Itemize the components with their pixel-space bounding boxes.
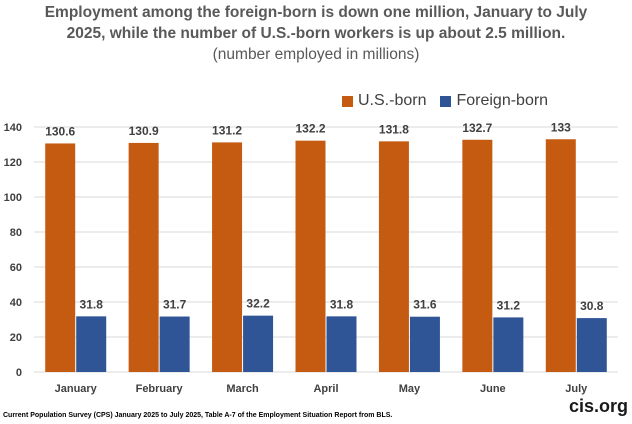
y-tick-label: 60 — [10, 262, 22, 274]
data-label: 30.8 — [580, 299, 604, 313]
bar-us-born — [545, 139, 576, 372]
y-tick-label: 40 — [10, 297, 22, 309]
legend-label-foreign-born: Foreign-born — [456, 92, 549, 109]
bar-foreign-born — [76, 316, 107, 372]
data-label: 130.9 — [129, 124, 159, 138]
data-label: 31.8 — [330, 297, 354, 311]
legend-swatch-foreign-born — [440, 95, 452, 107]
brand-logo-text: cis.org — [568, 396, 628, 416]
legend-label-us-born: U.S.-born — [358, 92, 427, 109]
data-label: 131.8 — [379, 122, 409, 136]
title-line-1: Employment among the foreign-born is dow… — [44, 4, 588, 21]
data-label: 133 — [551, 120, 571, 134]
data-label: 31.8 — [80, 297, 104, 311]
bar-us-born — [295, 140, 326, 372]
bar-foreign-born — [576, 318, 607, 372]
y-tick-label: 120 — [4, 157, 22, 169]
data-label: 130.6 — [45, 124, 75, 138]
bar-foreign-born — [159, 316, 190, 372]
x-tick-label: February — [136, 383, 184, 395]
bar-foreign-born — [409, 316, 440, 372]
x-tick-label: April — [313, 383, 338, 395]
bar-foreign-born — [243, 315, 274, 372]
chart-subtitle: (number employed in millions) — [212, 46, 420, 63]
bar-us-born — [128, 142, 159, 372]
x-tick-label: June — [480, 383, 506, 395]
x-tick-label: January — [55, 383, 98, 395]
y-tick-label: 100 — [4, 192, 22, 204]
y-tick-label: 0 — [16, 367, 22, 379]
bar-us-born — [378, 141, 409, 372]
bar-us-born — [45, 143, 76, 372]
legend-item-us-born: U.S.-born — [342, 92, 426, 110]
y-tick-label: 20 — [10, 332, 22, 344]
legend-item-foreign-born: Foreign-born — [440, 92, 548, 110]
data-label: 132.7 — [462, 121, 492, 135]
bar-foreign-born — [493, 317, 524, 372]
data-label: 32.2 — [246, 297, 270, 311]
y-tick-label: 140 — [4, 122, 22, 134]
bar-foreign-born — [326, 316, 357, 372]
bar-us-born — [462, 139, 493, 372]
bar-us-born — [212, 142, 243, 372]
source-note: Current Population Survey (CPS) January … — [3, 412, 393, 419]
data-label: 132.2 — [295, 122, 325, 136]
data-label: 31.6 — [413, 298, 437, 312]
chart-title: Employment among the foreign-born is dow… — [0, 2, 632, 65]
x-tick-label: May — [399, 383, 421, 395]
y-tick-label: 80 — [10, 227, 22, 239]
legend: U.S.-born Foreign-born — [342, 92, 562, 110]
data-label: 31.2 — [497, 298, 521, 312]
legend-swatch-us-born — [342, 95, 353, 107]
x-tick-label: July — [565, 383, 588, 395]
data-label: 131.2 — [212, 123, 242, 137]
x-tick-label: March — [226, 383, 259, 395]
data-label: 31.7 — [163, 298, 187, 312]
title-line-2: 2025, while the number of U.S.-born work… — [66, 25, 566, 42]
